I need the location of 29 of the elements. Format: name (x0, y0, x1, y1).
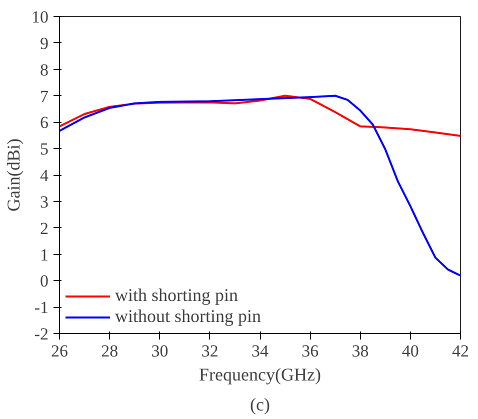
y-axis-title: Gain(dBi) (4, 138, 24, 212)
y-tick-label: 2 (40, 218, 48, 238)
y-tick-label: -1 (34, 298, 49, 318)
x-tick-label: 38 (352, 342, 369, 360)
y-tick-label: -2 (34, 324, 49, 344)
text: (c) (250, 394, 270, 414)
x-tick-label: 34 (252, 342, 269, 360)
x-axis-title: Frequency(GHz) (199, 364, 321, 384)
x-tick-label: 36 (302, 342, 319, 360)
y-tick-label: 1 (40, 245, 48, 264)
y-tick-label: 7 (40, 86, 49, 106)
y-tick-label: 5 (40, 140, 48, 159)
line-series (60, 94, 460, 137)
y-tick-label: 9 (40, 34, 48, 53)
x-tick-label: 30 (151, 342, 168, 360)
legend-label: without shorting pin (115, 306, 262, 327)
y-tick-label: 6 (40, 113, 48, 132)
y-tick-label: 0 (40, 272, 48, 291)
y-tick-label: 8 (40, 60, 48, 80)
x-tick-label: 28 (101, 342, 118, 360)
x-tick-label: 40 (402, 342, 419, 360)
y-tick-label: 10 (32, 8, 48, 26)
x-tick-label: 26 (51, 342, 68, 360)
line-series (60, 94, 460, 277)
x-tick-label: 32 (201, 342, 218, 360)
y-tick-label: 4 (40, 166, 49, 185)
legend-label: with shorting pin (115, 285, 238, 306)
y-tick-label: 3 (40, 192, 48, 212)
x-tick-label: 42 (452, 342, 469, 360)
